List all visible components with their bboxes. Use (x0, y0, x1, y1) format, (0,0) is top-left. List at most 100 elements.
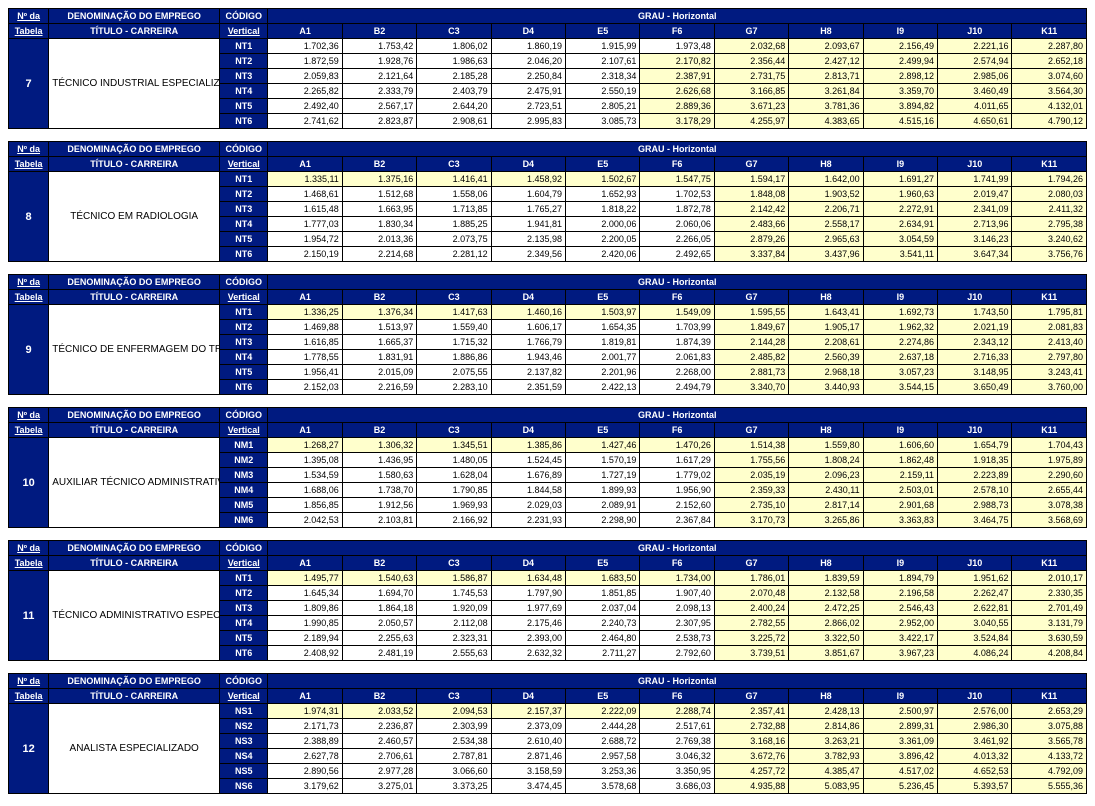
value-cell: 1.460,16 (491, 305, 565, 320)
hdr-grau: GRAU - Horizontal (268, 541, 1087, 556)
value-cell: 2.142,42 (714, 202, 788, 217)
value-cell: 1.765,27 (491, 202, 565, 217)
value-cell: 1.549,09 (640, 305, 714, 320)
value-cell: 2.782,55 (714, 616, 788, 631)
value-cell: 2.968,18 (789, 365, 863, 380)
value-cell: 1.778,55 (268, 350, 342, 365)
hdr-grade-B2: B2 (342, 290, 416, 305)
value-cell: 3.146,23 (938, 232, 1012, 247)
value-cell: 2.578,10 (938, 483, 1012, 498)
value-cell: 2.881,73 (714, 365, 788, 380)
hdr-grade-C3: C3 (417, 689, 491, 704)
hdr-denom-2: TÍTULO - CARREIRA (49, 290, 220, 305)
value-cell: 2.150,19 (268, 247, 342, 262)
value-cell: 2.988,73 (938, 498, 1012, 513)
value-cell: 2.632,32 (491, 646, 565, 661)
hdr-grade-F6: F6 (640, 556, 714, 571)
value-cell: 2.013,36 (342, 232, 416, 247)
hdr-grau: GRAU - Horizontal (268, 9, 1087, 24)
value-cell: 1.458,92 (491, 172, 565, 187)
value-cell: 1.559,80 (789, 438, 863, 453)
hdr-grade-F6: F6 (640, 24, 714, 39)
hdr-denom-1: DENOMINAÇÃO DO EMPREGO (49, 142, 220, 157)
hdr-grade-H8: H8 (789, 689, 863, 704)
value-cell: 1.918,35 (938, 453, 1012, 468)
value-cell: 1.973,48 (640, 39, 714, 54)
value-cell: 3.166,85 (714, 84, 788, 99)
value-cell: 2.015,09 (342, 365, 416, 380)
table-number: 9 (9, 305, 49, 395)
value-cell: 2.137,82 (491, 365, 565, 380)
hdr-grade-I9: I9 (863, 157, 937, 172)
value-cell: 3.131,79 (1012, 616, 1087, 631)
hdr-grade-J10: J10 (938, 24, 1012, 39)
value-cell: 1.702,53 (640, 187, 714, 202)
value-cell: 1.808,24 (789, 453, 863, 468)
value-cell: 2.061,83 (640, 350, 714, 365)
value-cell: 2.268,00 (640, 365, 714, 380)
value-cell: 1.777,03 (268, 217, 342, 232)
table-number: 11 (9, 571, 49, 661)
value-cell: 1.642,00 (789, 172, 863, 187)
value-cell: 3.243,41 (1012, 365, 1087, 380)
value-cell: 1.694,70 (342, 586, 416, 601)
value-cell: 1.977,69 (491, 601, 565, 616)
hdr-no-1: Nº da (9, 408, 49, 423)
hdr-grade-J10: J10 (938, 556, 1012, 571)
value-cell: 3.275,01 (342, 779, 416, 794)
value-cell: 1.580,63 (342, 468, 416, 483)
hdr-denom-1: DENOMINAÇÃO DO EMPREGO (49, 541, 220, 556)
value-cell: 1.469,88 (268, 320, 342, 335)
value-cell: 1.872,59 (268, 54, 342, 69)
value-cell: 1.616,85 (268, 335, 342, 350)
value-cell: 2.298,90 (566, 513, 640, 528)
table-number: 12 (9, 704, 49, 794)
value-cell: 1.920,09 (417, 601, 491, 616)
value-cell: 1.872,78 (640, 202, 714, 217)
value-cell: 1.885,25 (417, 217, 491, 232)
value-cell: 2.627,78 (268, 749, 342, 764)
value-cell: 2.029,03 (491, 498, 565, 513)
value-cell: 3.541,11 (863, 247, 937, 262)
value-cell: 4.385,47 (789, 764, 863, 779)
value-cell: 2.121,64 (342, 69, 416, 84)
value-cell: 2.059,83 (268, 69, 342, 84)
row-code: NT3 (220, 202, 268, 217)
row-code: NS3 (220, 734, 268, 749)
value-cell: 2.560,39 (789, 350, 863, 365)
hdr-grade-D4: D4 (491, 290, 565, 305)
value-cell: 2.460,57 (342, 734, 416, 749)
value-cell: 3.739,51 (714, 646, 788, 661)
value-cell: 2.393,00 (491, 631, 565, 646)
value-cell: 1.741,99 (938, 172, 1012, 187)
row-code: NT5 (220, 631, 268, 646)
row-code: NT1 (220, 172, 268, 187)
hdr-denom-2: TÍTULO - CARREIRA (49, 157, 220, 172)
value-cell: 1.844,58 (491, 483, 565, 498)
value-cell: 1.306,32 (342, 438, 416, 453)
value-cell: 1.907,40 (640, 586, 714, 601)
hdr-grade-A1: A1 (268, 290, 342, 305)
hdr-codigo-2: Vertical (220, 423, 268, 438)
value-cell: 1.335,11 (268, 172, 342, 187)
value-cell: 2.713,96 (938, 217, 1012, 232)
value-cell: 2.001,77 (566, 350, 640, 365)
value-cell: 2.330,35 (1012, 586, 1087, 601)
value-cell: 1.956,90 (640, 483, 714, 498)
value-cell: 2.637,18 (863, 350, 937, 365)
hdr-grade-I9: I9 (863, 24, 937, 39)
value-cell: 2.731,75 (714, 69, 788, 84)
value-cell: 2.420,06 (566, 247, 640, 262)
value-cell: 1.676,89 (491, 468, 565, 483)
value-cell: 2.073,75 (417, 232, 491, 247)
value-cell: 3.578,68 (566, 779, 640, 794)
value-cell: 2.787,81 (417, 749, 491, 764)
value-cell: 1.941,81 (491, 217, 565, 232)
value-cell: 2.262,47 (938, 586, 1012, 601)
value-cell: 2.152,60 (640, 498, 714, 513)
value-cell: 2.080,03 (1012, 187, 1087, 202)
hdr-grade-I9: I9 (863, 689, 937, 704)
hdr-no-1: Nº da (9, 9, 49, 24)
value-cell: 2.255,63 (342, 631, 416, 646)
value-cell: 2.634,91 (863, 217, 937, 232)
